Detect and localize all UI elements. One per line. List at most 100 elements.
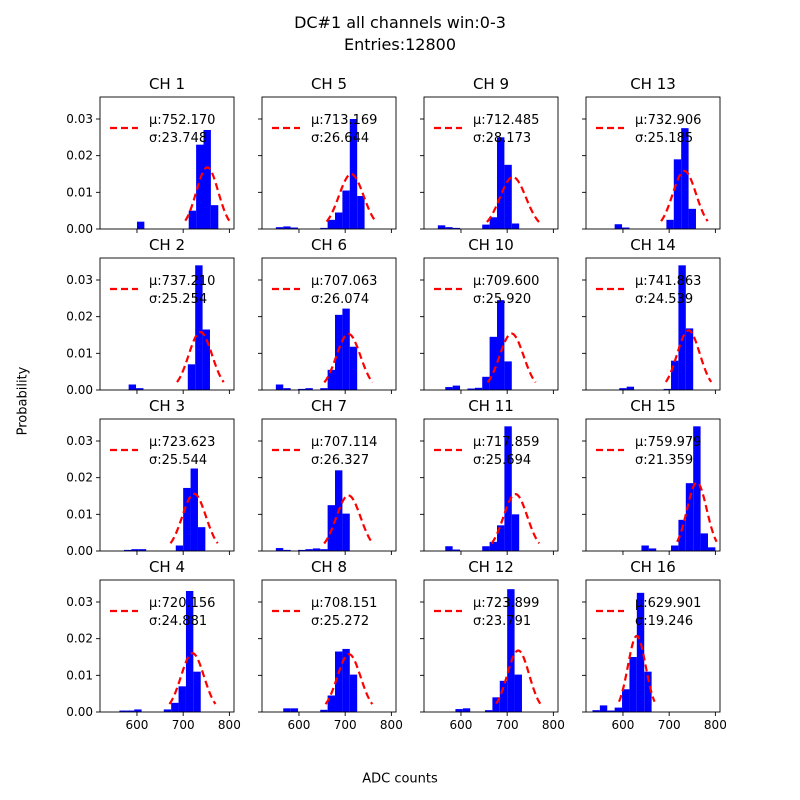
histogram-bar xyxy=(342,308,350,390)
histogram-bar xyxy=(492,697,500,712)
histogram-bar xyxy=(187,364,196,390)
histogram-bar xyxy=(131,549,139,551)
panel-title: CH 11 xyxy=(468,397,514,415)
fit-curve xyxy=(184,166,231,222)
panel-ch-7: CH 7 μ:707.114 σ:26.327 xyxy=(258,397,397,555)
histogram-bar xyxy=(327,369,336,390)
legend-mu-label: μ:741.863 xyxy=(635,274,701,289)
x-tick-label: 800 xyxy=(704,718,727,732)
legend-mu-label: μ:713.169 xyxy=(311,113,377,128)
histogram-bar xyxy=(335,212,343,229)
x-tick-label: 600 xyxy=(450,718,473,732)
y-tick-label: 0.02 xyxy=(66,149,93,163)
y-tick-label: 0.01 xyxy=(66,185,93,199)
histogram-bar xyxy=(283,549,291,551)
histogram-bar xyxy=(678,519,686,551)
x-tick-label: 600 xyxy=(288,718,311,732)
histogram-bar xyxy=(196,144,204,229)
histogram-bar xyxy=(644,671,652,712)
axes-frame xyxy=(99,257,235,391)
histogram-bar xyxy=(489,336,498,390)
panel-title: CH 9 xyxy=(473,75,509,93)
legend-sigma-label: σ:28.173 xyxy=(473,131,531,146)
panel-title: CH 12 xyxy=(468,558,514,576)
histogram-bar xyxy=(707,547,716,551)
histogram-bar xyxy=(497,525,505,551)
histogram-bar xyxy=(641,545,649,551)
histogram-bar xyxy=(298,549,306,551)
fit-curve xyxy=(176,330,225,383)
legend-sigma-label: σ:25.254 xyxy=(149,292,207,307)
histogram-bar xyxy=(511,514,520,551)
histogram-bar xyxy=(688,208,696,229)
fit-curve xyxy=(664,329,713,383)
panel-ch-13: CH 13 μ:732.906 σ:25.185 xyxy=(582,75,721,233)
histogram-bar xyxy=(349,674,358,712)
legend-mu-label: μ:707.114 xyxy=(311,435,377,450)
fit-curve xyxy=(490,492,541,544)
legend-mu-label: μ:732.906 xyxy=(635,113,701,128)
x-tick-label: 600 xyxy=(126,718,149,732)
histogram-bar xyxy=(290,708,299,712)
legend-sigma-label: σ:25.272 xyxy=(311,614,369,629)
histogram-bar xyxy=(136,221,145,229)
panel-title: CH 10 xyxy=(468,236,514,254)
histogram-bar xyxy=(626,386,635,390)
y-tick-label: 0.03 xyxy=(66,273,93,287)
legend-mu-label: μ:717.859 xyxy=(473,435,539,450)
histogram-bar xyxy=(666,219,674,229)
histogram-bar xyxy=(455,709,463,712)
histogram-bar xyxy=(622,227,630,229)
panel-title: CH 1 xyxy=(149,75,185,93)
histogram-bar xyxy=(497,137,505,229)
histogram-bar xyxy=(312,548,321,551)
histogram-bar xyxy=(136,388,144,390)
y-tick-label: 0.03 xyxy=(66,112,93,126)
histogram-bar xyxy=(210,205,219,229)
axes-frame xyxy=(261,96,397,230)
histogram-bar xyxy=(445,387,453,390)
panel-ch-5: CH 5 μ:713.169 σ:26.644 xyxy=(258,75,397,233)
fit-curve xyxy=(486,175,540,223)
histogram-bar xyxy=(511,223,520,229)
histogram-bar xyxy=(482,376,490,390)
figure-title-line1: DC#1 all channels win:0-3 xyxy=(294,13,506,32)
histogram-bar xyxy=(193,671,201,712)
histogram-bar xyxy=(327,695,336,712)
legend-sigma-label: σ:19.246 xyxy=(635,614,693,629)
y-tick-label: 0.03 xyxy=(66,595,93,609)
legend-mu-label: μ:759.979 xyxy=(635,435,701,450)
axes-frame xyxy=(585,579,721,713)
histogram-bar xyxy=(685,328,694,390)
histogram-bar xyxy=(497,300,505,390)
histogram-bar xyxy=(504,164,512,229)
histogram-bar xyxy=(474,387,483,390)
histogram-bar xyxy=(128,384,137,390)
legend-mu-label: μ:708.151 xyxy=(311,596,377,611)
histogram-bar xyxy=(275,227,284,229)
histogram-bar xyxy=(681,128,689,229)
histogram-bar xyxy=(445,227,453,229)
histogram-bar xyxy=(126,710,135,712)
panel-ch-1: 0.00 0.01 0.02 0.03 CH 1 μ:752.170 σ:23.748 xyxy=(66,75,235,236)
histogram-bar xyxy=(275,384,284,390)
legend-sigma-label: σ:26.074 xyxy=(311,292,369,307)
axes-frame xyxy=(423,418,559,552)
histogram-bar xyxy=(320,549,328,551)
y-tick-label: 0.01 xyxy=(66,668,93,682)
y-tick-label: 0.03 xyxy=(66,434,93,448)
histogram-bar xyxy=(320,388,328,390)
histogram-bar xyxy=(678,265,686,390)
histogram-bar xyxy=(614,707,623,712)
panel-title: CH 8 xyxy=(311,558,347,576)
y-tick-label: 0.00 xyxy=(66,705,93,719)
panel-ch-6: CH 6 μ:707.063 σ:26.074 xyxy=(258,236,397,394)
histogram-bar xyxy=(124,549,132,551)
histogram-bar xyxy=(619,388,627,390)
histogram-bar xyxy=(320,709,328,712)
x-tick-label: 800 xyxy=(218,718,241,732)
histogram-bar xyxy=(592,710,600,712)
axes-frame xyxy=(261,418,397,552)
panel-title: CH 4 xyxy=(149,558,185,576)
histogram-bar xyxy=(671,545,679,551)
